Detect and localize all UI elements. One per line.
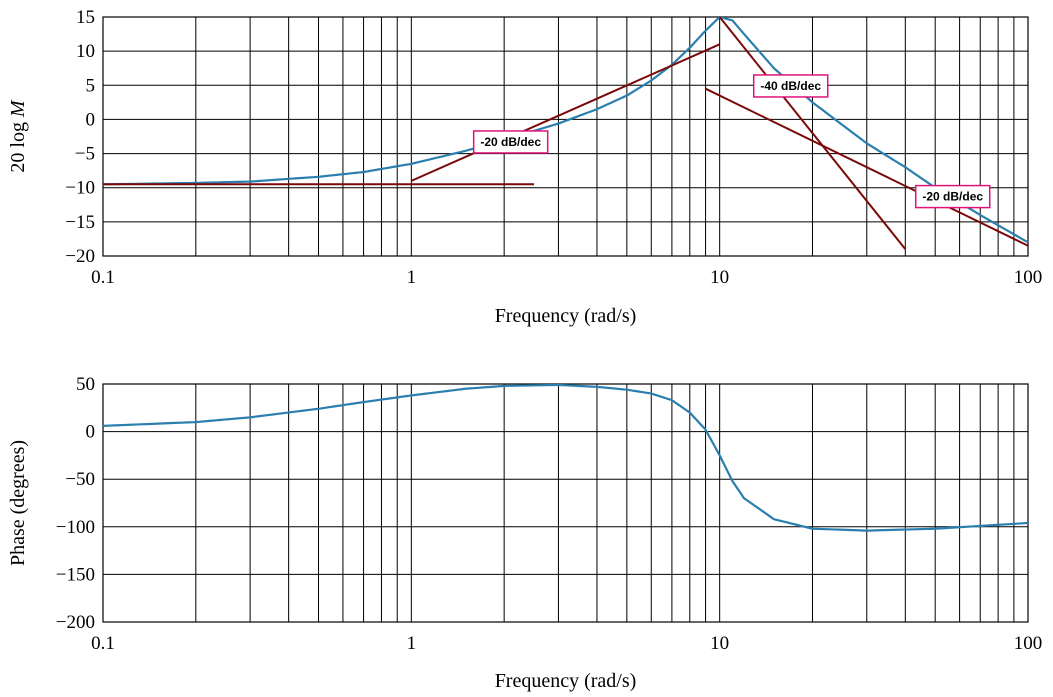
y-tick-label: −20 — [65, 246, 95, 267]
y-tick-label: −15 — [65, 212, 95, 233]
magnitude-asymptote-3 — [718, 17, 907, 250]
y-axis-label: 20 log M — [7, 99, 29, 173]
x-axis-label: Frequency (rad/s) — [495, 305, 637, 327]
plot-frame — [102, 16, 1029, 257]
x-tick-label: 100 — [1014, 633, 1043, 654]
slope-annotation: -20 dB/dec — [914, 184, 991, 209]
phase-curve — [103, 384, 1028, 532]
y-tick-label: −5 — [75, 144, 95, 165]
x-axis-label: Frequency (rad/s) — [495, 670, 637, 692]
slope-annotation-text: -20 dB/dec — [480, 135, 541, 149]
x-tick-label: 100 — [1014, 267, 1043, 288]
x-tick-label: 0.1 — [91, 633, 115, 654]
x-tick-label: 0.1 — [91, 267, 115, 288]
y-tick-label: −10 — [65, 178, 95, 199]
magnitude-plot: 0.1 1 10 100 15 10 5 0 −5 −10 −15 −20 Frequency (rad… — [7, 7, 1042, 327]
y-tick-label: 10 — [76, 41, 95, 62]
y-tick-label: 50 — [76, 374, 95, 395]
y-tick-label: 15 — [76, 7, 95, 28]
slope-annotation-box — [472, 130, 549, 154]
slope-annotation-text: -40 dB/dec — [760, 79, 821, 93]
x-tick-label: 10 — [710, 267, 729, 288]
y-tick-label: 0 — [86, 422, 96, 443]
magnitude-asymptote-2 — [410, 43, 721, 182]
magnitude-asymptote-4 — [705, 87, 1028, 247]
slope-annotation: -40 dB/dec — [752, 74, 829, 98]
x-tick-label: 1 — [407, 633, 417, 654]
x-tick-label: 1 — [407, 267, 417, 288]
x-tick-label: 10 — [710, 633, 729, 654]
plot-frame — [102, 383, 1029, 623]
y-tick-label: −50 — [65, 469, 95, 490]
y-tick-label: −200 — [56, 612, 95, 633]
y-axis-label-variable: M — [7, 99, 29, 118]
slope-annotation: -20 dB/dec — [472, 130, 549, 154]
slope-annotation-box — [752, 74, 829, 98]
slope-annotation-box — [914, 184, 991, 209]
y-tick-label: 0 — [86, 109, 96, 130]
y-tick-label: 5 — [86, 75, 96, 96]
slope-annotation-text: -20 dB/dec — [922, 190, 983, 204]
y-tick-label: −100 — [56, 517, 95, 538]
y-axis-label-prefix: 20 log — [7, 117, 29, 173]
y-tick-label: −150 — [56, 564, 95, 585]
phase-plot: 0.1 1 10 100 50 0 −50 −100 −150 −200 Frequency (ra… — [7, 374, 1042, 692]
y-axis-label: Phase (degrees) — [7, 440, 29, 566]
